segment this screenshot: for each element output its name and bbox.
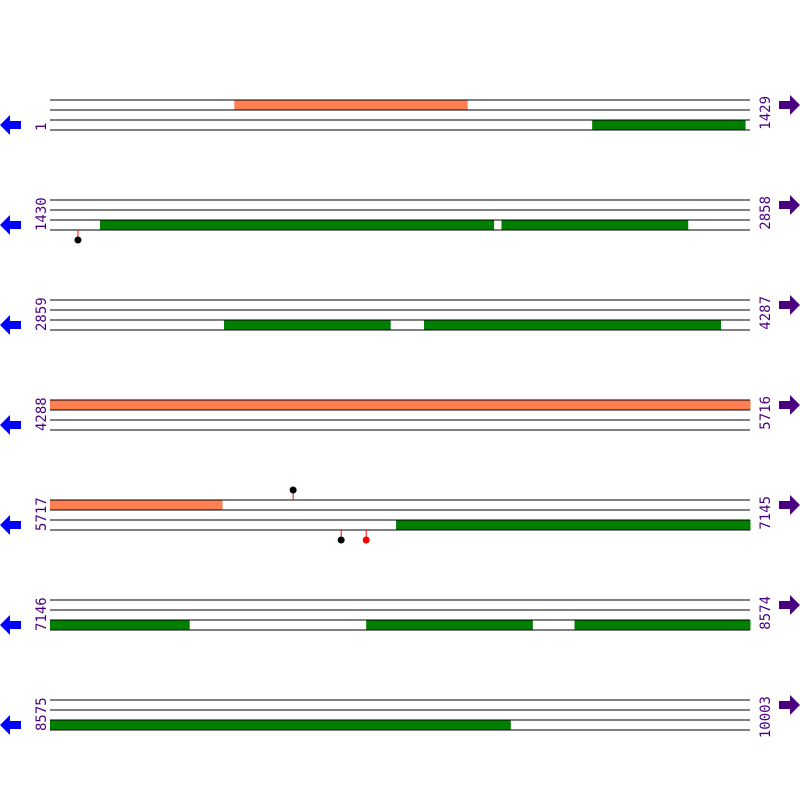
row-end-label: 1429 (758, 96, 774, 130)
left-arrow-icon (0, 115, 21, 135)
left-arrow-icon (0, 215, 21, 235)
reverse-feature (592, 120, 746, 130)
left-arrow-icon (0, 315, 21, 335)
left-arrow-icon (0, 715, 21, 735)
reverse-feature (366, 620, 533, 630)
row-end-label: 8574 (758, 596, 774, 630)
row-start-label: 1 (34, 123, 50, 131)
left-arrow-icon (0, 515, 21, 535)
sequence-row: 1 1429 (0, 95, 800, 135)
reverse-feature (574, 620, 751, 630)
row-start-label: 7146 (34, 597, 50, 631)
left-arrow-icon (0, 615, 21, 635)
site-marker (289, 486, 297, 494)
row-end-label: 4287 (758, 296, 774, 330)
sequence-row: 7146 8574 (0, 595, 800, 635)
row-end-label: 10003 (758, 696, 774, 738)
row-start-label: 2859 (34, 297, 50, 331)
forward-feature (234, 100, 468, 110)
forward-feature (50, 400, 751, 410)
sequence-row: 2859 4287 (0, 295, 800, 335)
right-arrow-icon (779, 595, 800, 615)
row-start-label: 4288 (34, 397, 50, 431)
reverse-feature (396, 520, 751, 530)
site-marker (74, 236, 82, 244)
right-arrow-icon (779, 95, 800, 115)
row-start-label: 5717 (34, 497, 50, 531)
site-marker (337, 536, 345, 544)
reverse-feature (501, 220, 689, 230)
row-end-label: 2858 (758, 196, 774, 230)
site-marker (362, 536, 370, 544)
reverse-feature (100, 220, 495, 230)
right-arrow-icon (779, 495, 800, 515)
right-arrow-icon (779, 295, 800, 315)
sequence-row: 5717 7145 (0, 486, 800, 544)
row-end-label: 7145 (758, 496, 774, 530)
sequence-row: 4288 5716 (0, 395, 800, 435)
sequence-row: 1430 2858 (0, 195, 800, 244)
reverse-feature (50, 620, 190, 630)
forward-feature (50, 500, 223, 510)
left-arrow-icon (0, 415, 21, 435)
sequence-row: 8575 10003 (0, 695, 800, 738)
row-start-label: 8575 (34, 697, 50, 731)
reverse-feature (50, 720, 511, 730)
reverse-feature (224, 320, 391, 330)
row-start-label: 1430 (34, 197, 50, 231)
right-arrow-icon (779, 395, 800, 415)
row-end-label: 5716 (758, 396, 774, 430)
right-arrow-icon (779, 195, 800, 215)
right-arrow-icon (779, 695, 800, 715)
reverse-feature (424, 320, 722, 330)
